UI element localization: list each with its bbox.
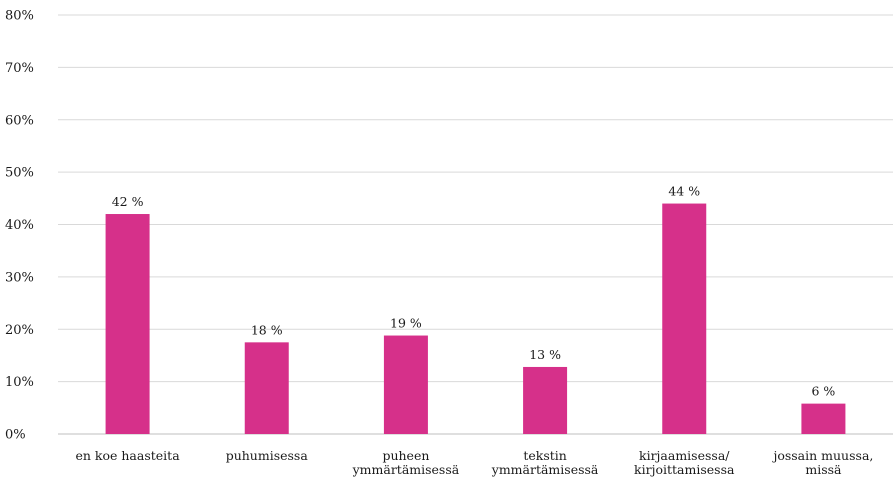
- x-tick-label: kirjoittamisessa: [634, 462, 735, 477]
- bar: [801, 403, 846, 434]
- bar: [523, 366, 568, 434]
- bars: [105, 203, 846, 434]
- y-tick-label: 60%: [5, 113, 34, 128]
- x-tick-label: kirjaamisessa/: [639, 448, 730, 463]
- x-tick-label: tekstin: [523, 448, 566, 463]
- y-tick-label: 30%: [5, 270, 34, 285]
- data-label: 44 %: [668, 184, 700, 199]
- data-labels: 42 % 18 % 19 % 13 % 44 % 6 %: [112, 184, 836, 399]
- y-tick-label: 20%: [5, 323, 34, 338]
- y-tick-label: 50%: [5, 166, 34, 181]
- y-tick-label: 10%: [5, 375, 34, 390]
- y-tick-label: 80%: [5, 9, 34, 24]
- y-tick-label: 0%: [5, 428, 26, 443]
- x-tick-label: puheen: [382, 448, 429, 463]
- y-tick-label: 70%: [5, 61, 34, 76]
- bar: [105, 214, 150, 434]
- bar: [662, 203, 707, 434]
- gridlines: [58, 14, 893, 435]
- y-axis-tick-labels: 0% 10% 20% 30% 40% 50% 60% 70% 80%: [5, 9, 34, 443]
- x-tick-label: en koe haasteita: [75, 448, 180, 463]
- x-tick-label: ymmärtämisessä: [491, 462, 599, 477]
- data-label: 13 %: [529, 347, 561, 362]
- data-label: 42 %: [112, 194, 144, 209]
- data-label: 6 %: [812, 384, 836, 399]
- data-label: 19 %: [390, 316, 422, 331]
- bar: [244, 342, 289, 434]
- y-tick-label: 40%: [5, 218, 34, 233]
- x-tick-label: jossain muussa,: [771, 448, 873, 463]
- x-axis-category-labels: en koe haasteita puhumisessa puheenymmärtä…: [75, 448, 873, 477]
- data-label: 18 %: [251, 322, 283, 337]
- x-tick-label: ymmärtämisessä: [352, 462, 460, 477]
- x-tick-label: missä: [805, 462, 842, 477]
- x-tick-label: puhumisessa: [226, 448, 309, 463]
- bar: [383, 335, 428, 434]
